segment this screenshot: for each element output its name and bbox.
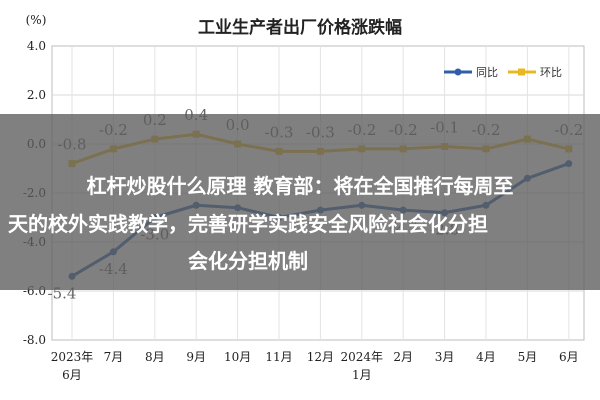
overlay-headline-1: 杠杆炒股什么原理 教育部：将在全国推行每周至: [86, 174, 514, 198]
overlay-headline-2: 天的校外实践教学，完善研学实践安全风险社会化分担: [8, 212, 488, 236]
x-tick-label: 6月: [62, 368, 82, 382]
x-tick-label: 5月: [518, 350, 538, 364]
x-axis-ticks: 2023年 6月 7月 8月 9月 10月 11月 12月 2024年 1月 2月 3月 4月 5月 6月: [51, 350, 579, 382]
x-tick-label: 2024年: [341, 350, 384, 364]
legend-marker-mom: [518, 68, 525, 76]
x-tick-label: 6月: [559, 350, 579, 364]
legend: 同比 环比: [444, 66, 562, 79]
x-tick-label: 2023年: [51, 350, 94, 364]
overlay-headline-3: 会化分担机制: [188, 249, 308, 273]
x-tick-label: 8月: [145, 350, 165, 364]
y-tick-label: 2.0: [27, 88, 46, 102]
x-tick-label: 9月: [186, 350, 206, 364]
x-tick-label: 12月: [307, 350, 334, 364]
x-tick-label: 2月: [393, 350, 413, 364]
legend-label-mom: 环比: [540, 66, 562, 79]
x-tick-label: 7月: [104, 350, 124, 364]
y-tick-label: 4.0: [27, 39, 46, 53]
x-tick-label: 4月: [476, 350, 496, 364]
chart-title: 工业生产者出厂价格涨跌幅: [198, 17, 402, 38]
ad-overlay-banner[interactable]: 杠杆炒股什么原理 教育部：将在全国推行每周至 天的校外实践教学，完善研学实践安全…: [0, 114, 600, 290]
legend-label-yoy: 同比: [476, 66, 498, 79]
x-tick-label: 1月: [352, 368, 372, 382]
y-tick-label: -8.0: [23, 333, 46, 347]
x-tick-label: 3月: [435, 350, 455, 364]
legend-marker-yoy: [454, 68, 462, 76]
x-tick-label: 10月: [224, 350, 251, 364]
x-tick-label: 11月: [265, 350, 292, 364]
y-unit-label: (%): [26, 13, 47, 27]
